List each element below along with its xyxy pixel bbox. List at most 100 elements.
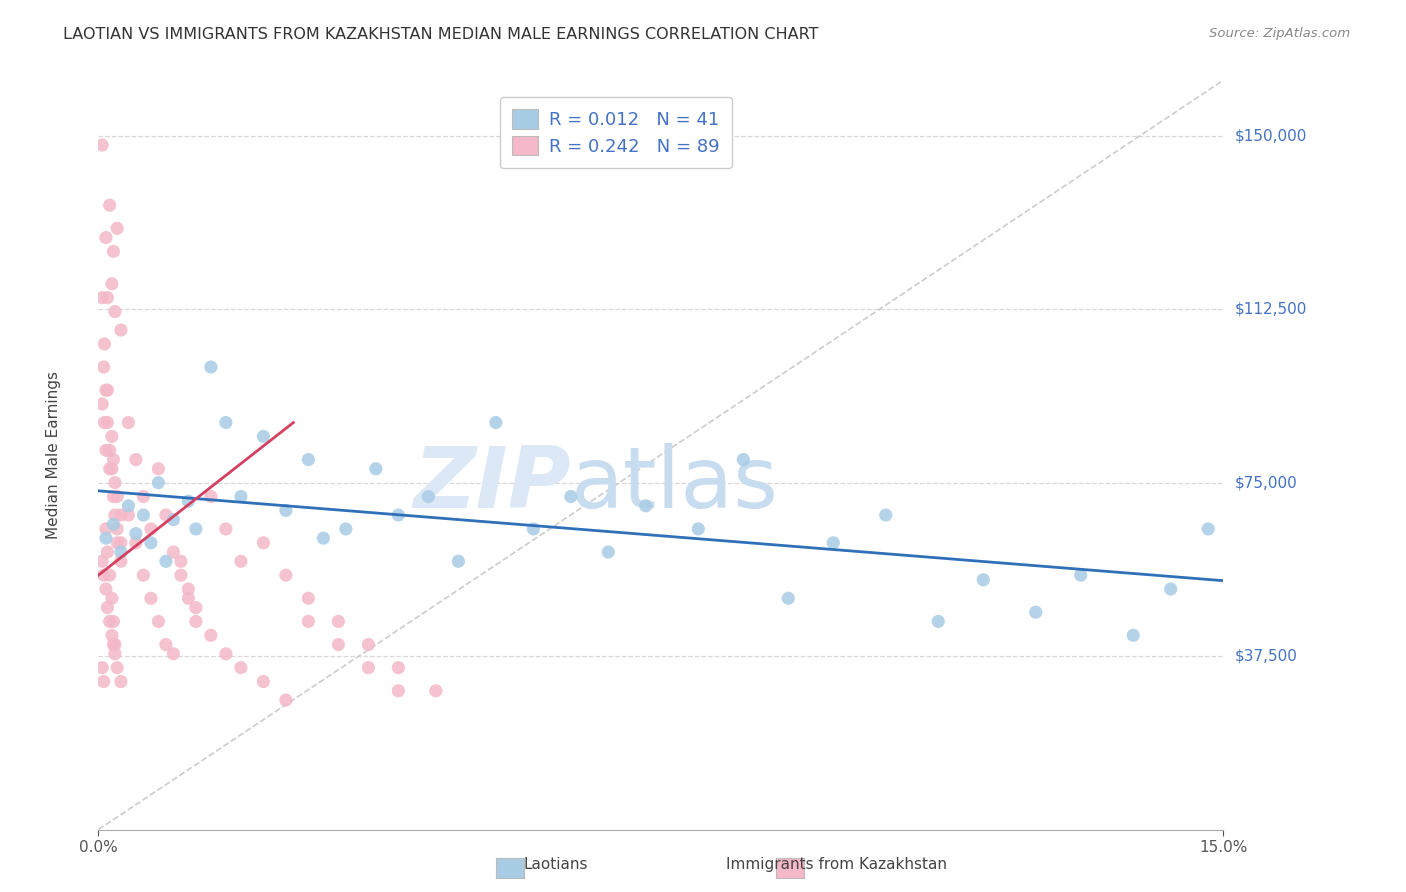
Point (972, 573, 994, 587)
Point (132, 568, 155, 582)
Point (328, 638, 350, 652)
Point (94, 531, 117, 545)
Point (104, 638, 127, 652)
Point (778, 591, 800, 606)
Point (215, 647, 238, 661)
Point (105, 522, 128, 536)
Text: $112,500: $112,500 (1234, 301, 1306, 317)
Point (447, 554, 470, 568)
Point (252, 536, 274, 550)
Point (101, 462, 124, 476)
Point (155, 638, 177, 652)
Point (110, 554, 132, 568)
Point (387, 661, 409, 675)
Point (162, 647, 184, 661)
Point (1070, 568, 1092, 582)
Point (297, 615, 319, 629)
Text: LAOTIAN VS IMMIGRANTS FROM KAZAKHSTAN MEDIAN MALE EARNINGS CORRELATION CHART: LAOTIAN VS IMMIGRANTS FROM KAZAKHSTAN ME… (63, 27, 818, 42)
Point (170, 568, 193, 582)
Point (94, 522, 117, 536)
Point (104, 304, 127, 318)
Text: $150,000: $150,000 (1234, 128, 1306, 144)
Point (139, 591, 162, 606)
Point (132, 508, 155, 522)
Point (200, 359, 222, 374)
Point (101, 628, 124, 642)
Point (101, 277, 124, 291)
Point (425, 683, 447, 698)
Point (184, 600, 207, 615)
Point (823, 536, 845, 550)
Point (634, 499, 657, 513)
Point (110, 323, 132, 337)
Point (93, 337, 115, 351)
Text: $37,500: $37,500 (1234, 648, 1298, 664)
Point (110, 536, 132, 550)
Point (688, 522, 710, 536)
Point (98, 443, 121, 458)
Point (1122, 628, 1144, 642)
Point (297, 452, 319, 467)
Point (98, 198, 121, 212)
Point (1160, 582, 1182, 596)
Point (125, 452, 148, 467)
Point (98, 568, 121, 582)
Point (229, 490, 252, 504)
Point (94, 230, 117, 244)
Point (93, 359, 115, 374)
Point (94, 383, 117, 397)
Point (297, 591, 319, 606)
Text: Laotians: Laotians (523, 857, 588, 872)
Point (101, 429, 124, 443)
Point (177, 582, 200, 596)
Point (357, 661, 380, 675)
Point (148, 475, 170, 490)
Point (103, 517, 125, 532)
Point (170, 554, 193, 568)
Point (91, 661, 114, 675)
Point (105, 661, 128, 675)
Point (117, 416, 139, 430)
Point (104, 475, 127, 490)
Point (155, 554, 177, 568)
Point (94, 582, 117, 596)
Point (184, 615, 207, 629)
Point (560, 490, 582, 504)
Point (103, 490, 125, 504)
Point (364, 462, 387, 476)
Point (94, 443, 117, 458)
Point (387, 508, 409, 522)
Point (733, 452, 755, 467)
Point (184, 522, 207, 536)
Point (93, 674, 115, 689)
Point (125, 536, 148, 550)
Text: Source: ZipAtlas.com: Source: ZipAtlas.com (1209, 27, 1350, 40)
Point (101, 591, 124, 606)
Point (927, 615, 949, 629)
Point (104, 647, 127, 661)
Point (103, 244, 125, 259)
Point (522, 522, 544, 536)
Point (312, 531, 335, 545)
Point (875, 508, 897, 522)
Point (148, 462, 170, 476)
Text: Immigrants from Kazakhstan: Immigrants from Kazakhstan (725, 857, 948, 872)
Point (96, 383, 118, 397)
Legend: R = 0.012   N = 41, R = 0.242   N = 89: R = 0.012 N = 41, R = 0.242 N = 89 (499, 97, 733, 169)
Point (229, 554, 252, 568)
Point (125, 526, 148, 541)
Point (1197, 522, 1219, 536)
Point (177, 591, 200, 606)
Point (328, 615, 350, 629)
Point (274, 568, 297, 582)
Point (103, 452, 125, 467)
Point (93, 416, 115, 430)
Point (103, 615, 125, 629)
Point (105, 490, 128, 504)
Point (200, 628, 222, 642)
Point (91, 138, 114, 153)
Point (418, 490, 440, 504)
Point (103, 638, 125, 652)
Point (485, 416, 508, 430)
Point (155, 508, 177, 522)
